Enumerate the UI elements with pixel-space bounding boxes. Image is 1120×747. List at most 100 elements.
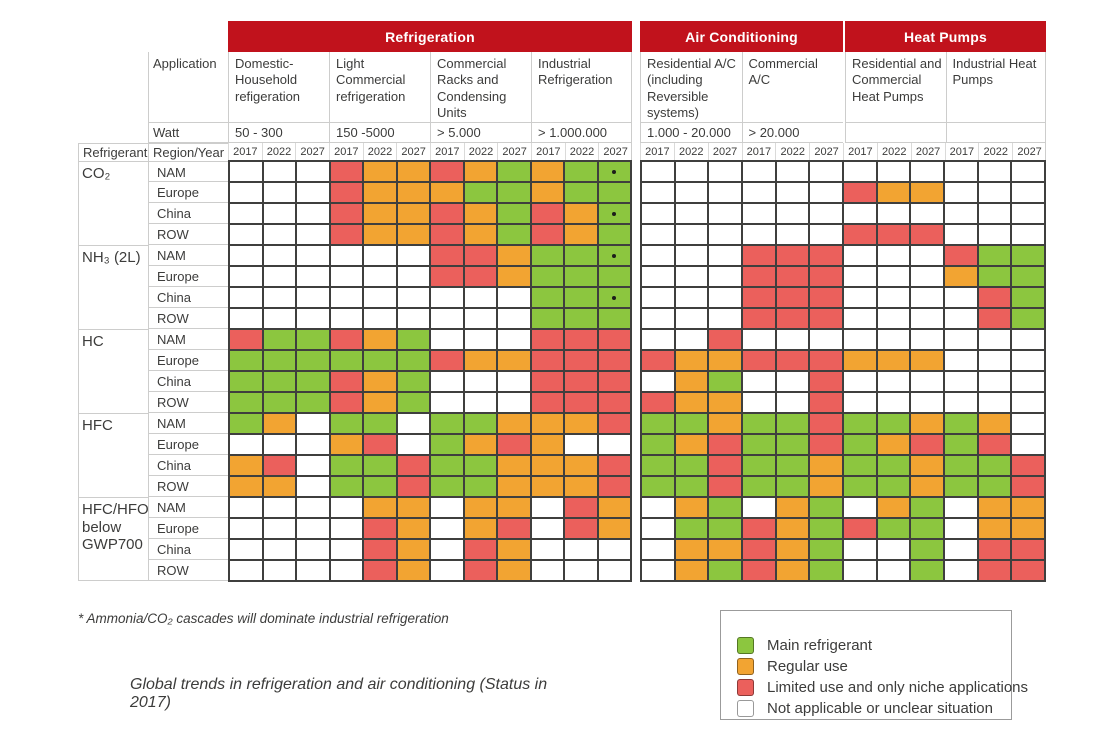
matrix-cell bbox=[1012, 540, 1044, 559]
matrix-cell bbox=[1012, 561, 1044, 580]
matrix-cell bbox=[709, 435, 741, 454]
matrix-cell bbox=[598, 393, 630, 412]
application-header: Light Commercial refrigeration bbox=[329, 52, 430, 123]
matrix-cell bbox=[397, 519, 429, 538]
matrix-cell bbox=[978, 330, 1011, 349]
matrix-cell bbox=[911, 225, 943, 244]
matrix-cell bbox=[330, 435, 362, 454]
matrix-cell bbox=[464, 456, 496, 475]
region-label: China bbox=[148, 539, 228, 560]
matrix-cell bbox=[498, 540, 530, 559]
matrix-cell bbox=[498, 351, 530, 370]
matrix-cell bbox=[464, 246, 496, 265]
matrix-cell bbox=[642, 204, 674, 223]
region-label: China bbox=[148, 455, 228, 476]
matrix-cell bbox=[1012, 519, 1044, 538]
matrix-cell bbox=[498, 561, 530, 580]
matrix-cell bbox=[464, 372, 496, 391]
matrix-cell bbox=[263, 351, 295, 370]
matrix-cell bbox=[810, 540, 842, 559]
figure-caption: Global trends in refrigeration and air c… bbox=[130, 676, 548, 711]
matrix-cell bbox=[709, 246, 741, 265]
matrix-cell bbox=[364, 162, 396, 181]
matrix-cell bbox=[330, 162, 362, 181]
matrix-cell bbox=[911, 330, 943, 349]
refrigerant-group-label: HC bbox=[78, 329, 148, 413]
matrix-cell bbox=[431, 561, 463, 580]
legend-item: Limited use and only niche applications bbox=[737, 677, 1028, 697]
matrix-cell bbox=[297, 183, 329, 202]
matrix-cell bbox=[598, 309, 630, 328]
asterisk-dot bbox=[612, 253, 617, 258]
matrix-cell bbox=[464, 162, 496, 181]
legend-item-label: Regular use bbox=[767, 657, 848, 675]
matrix-cell bbox=[675, 519, 708, 538]
refrigerant-group-label: HFC bbox=[78, 413, 148, 497]
matrix-cell bbox=[911, 393, 943, 412]
matrix-cell bbox=[911, 246, 943, 265]
matrix-cell bbox=[565, 393, 597, 412]
matrix-cell bbox=[776, 246, 809, 265]
matrix-cell bbox=[776, 351, 809, 370]
region-label: NAM bbox=[148, 329, 228, 350]
matrix-cell bbox=[565, 414, 597, 433]
matrix-cell bbox=[565, 351, 597, 370]
matrix-cell bbox=[742, 309, 775, 328]
matrix-cell bbox=[877, 225, 910, 244]
matrix-cell bbox=[675, 330, 708, 349]
matrix-cell bbox=[978, 519, 1011, 538]
matrix-cell bbox=[330, 330, 362, 349]
matrix-cell bbox=[330, 414, 362, 433]
matrix-cell bbox=[464, 309, 496, 328]
matrix-cell bbox=[776, 519, 809, 538]
matrix-cell bbox=[911, 477, 943, 496]
matrix-cell bbox=[978, 498, 1011, 517]
matrix-cell bbox=[944, 519, 977, 538]
matrix-cell bbox=[531, 162, 563, 181]
matrix-cell bbox=[810, 393, 842, 412]
matrix-cell bbox=[498, 519, 530, 538]
matrix-cell bbox=[263, 456, 295, 475]
matrix-cell bbox=[598, 246, 630, 265]
matrix-cell bbox=[877, 267, 910, 286]
matrix-cell bbox=[364, 393, 396, 412]
year-header: 2022 bbox=[775, 143, 809, 161]
matrix-cell bbox=[1012, 267, 1044, 286]
matrix-cell bbox=[675, 435, 708, 454]
section-header-bar: Air Conditioning bbox=[640, 21, 843, 52]
matrix-cell bbox=[1012, 225, 1044, 244]
matrix-cell bbox=[598, 414, 630, 433]
matrix-cell bbox=[431, 309, 463, 328]
matrix-cell bbox=[598, 477, 630, 496]
matrix-cell bbox=[330, 204, 362, 223]
year-header: 2017 bbox=[430, 143, 464, 161]
matrix-cell bbox=[431, 288, 463, 307]
matrix-cell bbox=[498, 267, 530, 286]
legend-swatch bbox=[737, 636, 754, 654]
matrix-cell bbox=[397, 309, 429, 328]
matrix-cell bbox=[498, 204, 530, 223]
matrix-cell bbox=[877, 351, 910, 370]
year-header: 2017 bbox=[640, 143, 674, 161]
matrix-cell bbox=[263, 498, 295, 517]
application-header: Residential and Commercial Heat Pumps bbox=[845, 52, 946, 123]
refrigerant-column-label: Refrigerant bbox=[78, 143, 148, 161]
matrix-cell bbox=[598, 204, 630, 223]
matrix-cell bbox=[397, 246, 429, 265]
matrix-cell bbox=[230, 519, 262, 538]
matrix-cell bbox=[944, 267, 977, 286]
matrix-cell bbox=[498, 225, 530, 244]
matrix-cell bbox=[531, 519, 563, 538]
matrix-cell bbox=[431, 435, 463, 454]
matrix-cell bbox=[709, 519, 741, 538]
matrix-cell bbox=[675, 414, 708, 433]
matrix-cell bbox=[464, 183, 496, 202]
matrix-cell bbox=[911, 351, 943, 370]
matrix-cell bbox=[709, 267, 741, 286]
matrix-cell bbox=[810, 330, 842, 349]
region-label: NAM bbox=[148, 245, 228, 266]
matrix-cell bbox=[978, 162, 1011, 181]
year-header: 2027 bbox=[809, 143, 843, 161]
matrix-cell bbox=[776, 225, 809, 244]
matrix-cell bbox=[565, 288, 597, 307]
